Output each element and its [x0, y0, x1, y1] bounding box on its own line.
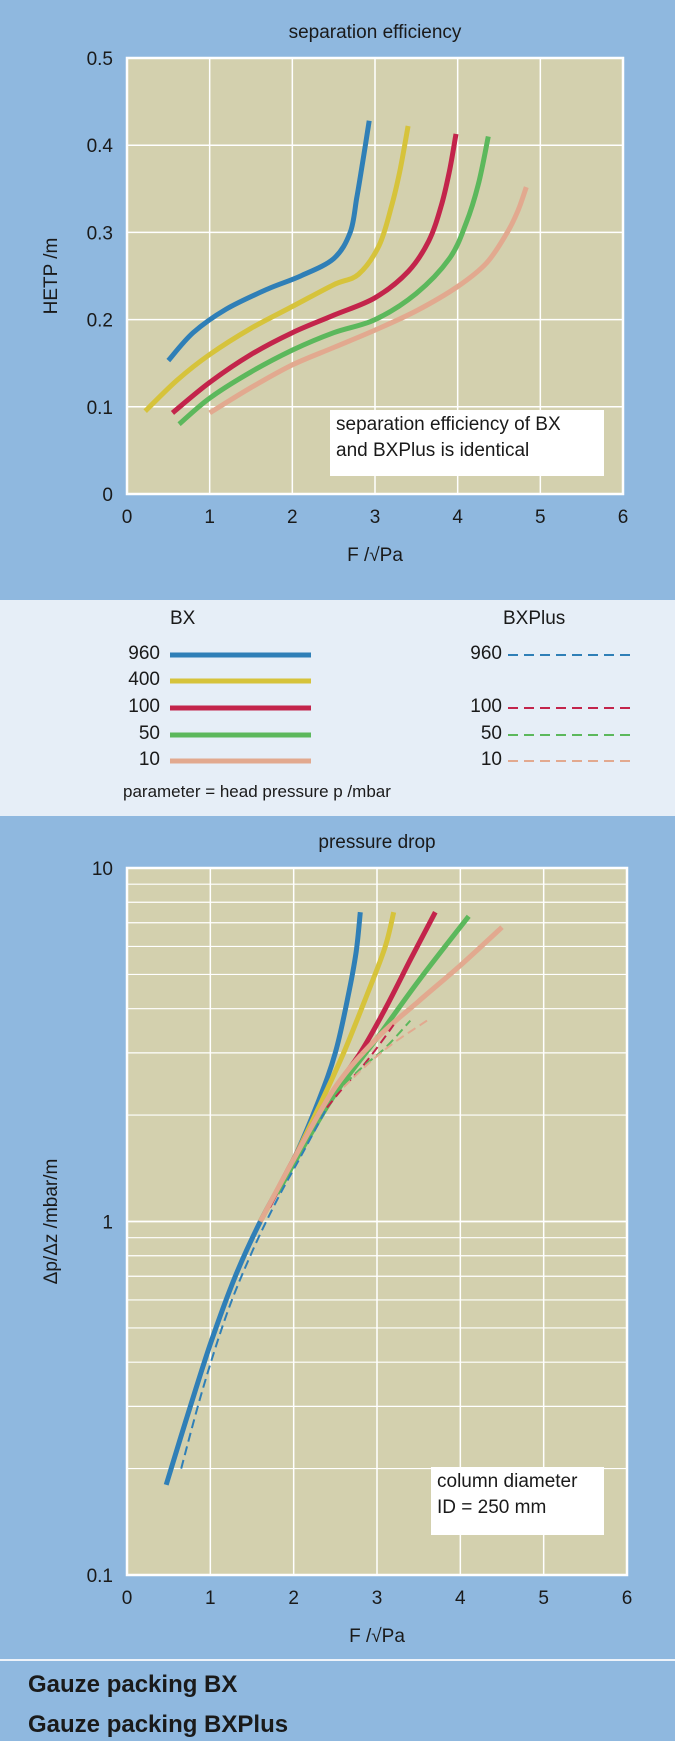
- efficiency-x-tick-label: 1: [204, 507, 215, 528]
- pressure-x-tick-label: 2: [288, 1588, 299, 1609]
- pressure-y-axis-label: Δp/Δz /mbar/m: [41, 1159, 62, 1285]
- pressure-x-tick-label: 6: [622, 1588, 633, 1609]
- pressure-annotation-line1: column diameter: [437, 1471, 578, 1492]
- efficiency-title: separation efficiency: [289, 22, 462, 43]
- legend-bxplus-label-50: 50: [480, 723, 502, 744]
- legend-bx-label-960: 960: [128, 643, 160, 664]
- legend-note: parameter = head pressure p /mbar: [123, 782, 391, 801]
- pressure-series-bxplus-50: [334, 1019, 412, 1095]
- efficiency-series-50: [177, 135, 491, 427]
- efficiency-series-group: [143, 120, 529, 427]
- efficiency-series-400: [143, 125, 411, 413]
- pressure-frame: [125, 866, 629, 1577]
- pressure-series-bxplus-10: [343, 1019, 428, 1088]
- efficiency-y-tick-labels: 0 0.1 0.2 0.3 0.4 0.5: [87, 49, 114, 506]
- efficiency-annotation-line1: separation efficiency of BX: [336, 414, 561, 435]
- pressure-x-tick-label: 0: [122, 1588, 133, 1609]
- pressure-series-bx-10: [258, 925, 504, 1223]
- efficiency-x-tick-labels: 0 1 2 3 4 5 6: [122, 507, 629, 528]
- efficiency-x-tick-label: 5: [535, 507, 546, 528]
- efficiency-x-tick-label: 2: [287, 507, 298, 528]
- pressure-title: pressure drop: [318, 832, 435, 853]
- efficiency-series-10: [208, 186, 529, 416]
- legend-bxplus-label-10: 10: [480, 749, 502, 770]
- efficiency-x-tick-label: 3: [370, 507, 381, 528]
- efficiency-y-tick-label: 0.4: [87, 136, 114, 157]
- legend-bx-label-400: 400: [128, 669, 160, 690]
- pressure-chart-panel: 0 1 2 3 4 5 6 0.1 1 10 pressure drop F /√Pa Δp/Δz /m…: [0, 816, 675, 1659]
- pressure-series-group: [163, 911, 504, 1486]
- legend-bx-title: BX: [170, 608, 196, 629]
- pressure-series-bxplus-960: [180, 1107, 328, 1469]
- efficiency-y-tick-label: 0.2: [87, 311, 113, 332]
- efficiency-annotation-line2: and BXPlus is identical: [336, 440, 530, 461]
- efficiency-chart: 0 1 2 3 4 5 6 0 0.1 0.2 0.3 0.4 0.5 separation effici…: [41, 22, 629, 566]
- efficiency-series-960: [166, 120, 372, 363]
- efficiency-chart-panel: 0 1 2 3 4 5 6 0 0.1 0.2 0.3 0.4 0.5 separation effici…: [0, 0, 675, 600]
- pressure-x-tick-labels: 0 1 2 3 4 5 6: [122, 1588, 633, 1609]
- efficiency-y-axis-label: HETP /m: [41, 238, 62, 315]
- efficiency-annotation: separation efficiency of BX and BXPlus i…: [330, 410, 604, 476]
- pressure-series-bxplus-100: [326, 1024, 395, 1109]
- footer: Gauze packing BX Gauze packing BXPlus: [0, 1659, 675, 1741]
- efficiency-x-axis-label: F /√Pa: [347, 545, 403, 566]
- legend-panel: BX BXPlus 960 400 100 50 10 960 100 50 1…: [0, 600, 675, 816]
- legend-bx-label-10: 10: [138, 749, 160, 770]
- pressure-x-tick-label: 4: [455, 1588, 466, 1609]
- pressure-y-tick-labels: 0.1 1 10: [87, 859, 113, 1587]
- pressure-y-tick-label: 10: [92, 859, 113, 880]
- pressure-chart: 0 1 2 3 4 5 6 0.1 1 10 pressure drop F /√Pa Δp/Δz /m…: [41, 832, 633, 1647]
- pressure-x-tick-label: 1: [205, 1588, 216, 1609]
- efficiency-y-tick-label: 0.1: [87, 398, 113, 419]
- efficiency-x-tick-label: 4: [452, 507, 463, 528]
- footer-title-bx: Gauze packing BX: [28, 1671, 238, 1698]
- efficiency-frame: [125, 56, 625, 496]
- footer-title-bxplus: Gauze packing BXPlus: [28, 1711, 289, 1738]
- pressure-y-tick-label: 0.1: [87, 1566, 113, 1587]
- pressure-x-tick-label: 3: [372, 1588, 383, 1609]
- efficiency-series-100: [170, 133, 459, 415]
- legend-bxplus-label-100: 100: [470, 696, 502, 717]
- efficiency-y-tick-label: 0: [102, 485, 113, 506]
- legend-bxplus-label-960: 960: [470, 643, 502, 664]
- legend-bxplus-title: BXPlus: [503, 608, 566, 629]
- legend-bx-label-100: 100: [128, 696, 160, 717]
- pressure-x-axis-label: F /√Pa: [349, 1626, 405, 1647]
- efficiency-y-tick-label: 0.3: [87, 223, 113, 244]
- pressure-annotation-line2: ID = 250 mm: [437, 1497, 547, 1518]
- legend-swatches: [170, 652, 632, 764]
- efficiency-x-tick-label: 6: [618, 507, 629, 528]
- pressure-annotation: column diameter ID = 250 mm: [431, 1467, 604, 1535]
- pressure-y-tick-label: 1: [102, 1213, 113, 1234]
- efficiency-y-tick-label: 0.5: [87, 49, 113, 70]
- legend-bx-label-50: 50: [138, 723, 160, 744]
- pressure-x-tick-label: 5: [538, 1588, 549, 1609]
- efficiency-x-tick-label: 0: [122, 507, 133, 528]
